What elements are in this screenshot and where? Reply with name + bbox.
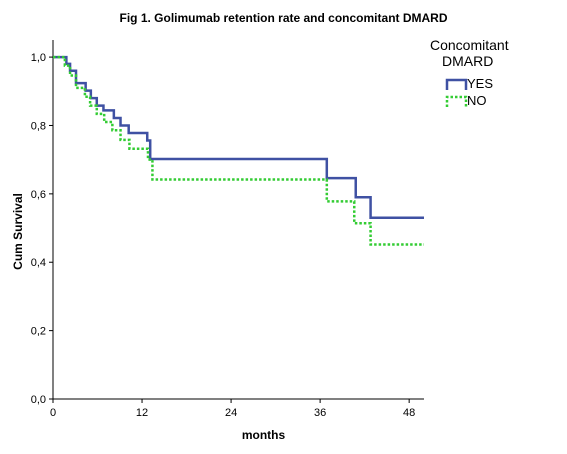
series-line-no bbox=[53, 55, 424, 246]
y-tick-label: 0,6 bbox=[31, 189, 46, 201]
x-tick-label: 0 bbox=[50, 407, 56, 419]
x-axis-title: months bbox=[242, 428, 286, 442]
axes-layer: 0,0 0,2 0,4 0,6 0,8 1,0 0 12 24 36 48 months Cum Sur… bbox=[11, 40, 424, 442]
y-tick-label: 0,8 bbox=[31, 120, 46, 132]
chart-title: Fig 1. Golimumab retention rate and conc… bbox=[119, 11, 448, 25]
x-tick-label: 36 bbox=[314, 407, 326, 419]
x-tick-label: 24 bbox=[225, 407, 237, 419]
y-axis-title: Cum Survival bbox=[11, 193, 25, 270]
y-tick-label: 0,0 bbox=[31, 394, 46, 406]
legend-swatch-yes bbox=[445, 78, 468, 90]
y-tick-label: 0,4 bbox=[31, 257, 46, 269]
legend-label-no: NO bbox=[467, 93, 487, 108]
legend-swatch-no bbox=[445, 95, 468, 107]
y-tick-label: 1,0 bbox=[31, 52, 46, 64]
x-tick-label: 12 bbox=[136, 407, 148, 419]
legend-title-line-1: Concomitant bbox=[430, 37, 509, 53]
legend-title-line-2: DMARD bbox=[442, 53, 493, 69]
x-tick-label: 48 bbox=[403, 407, 415, 419]
series-line-yes bbox=[53, 55, 424, 220]
legend-label-yes: YES bbox=[467, 76, 493, 91]
series-layer bbox=[53, 55, 424, 246]
y-tick-label: 0,2 bbox=[31, 326, 46, 338]
